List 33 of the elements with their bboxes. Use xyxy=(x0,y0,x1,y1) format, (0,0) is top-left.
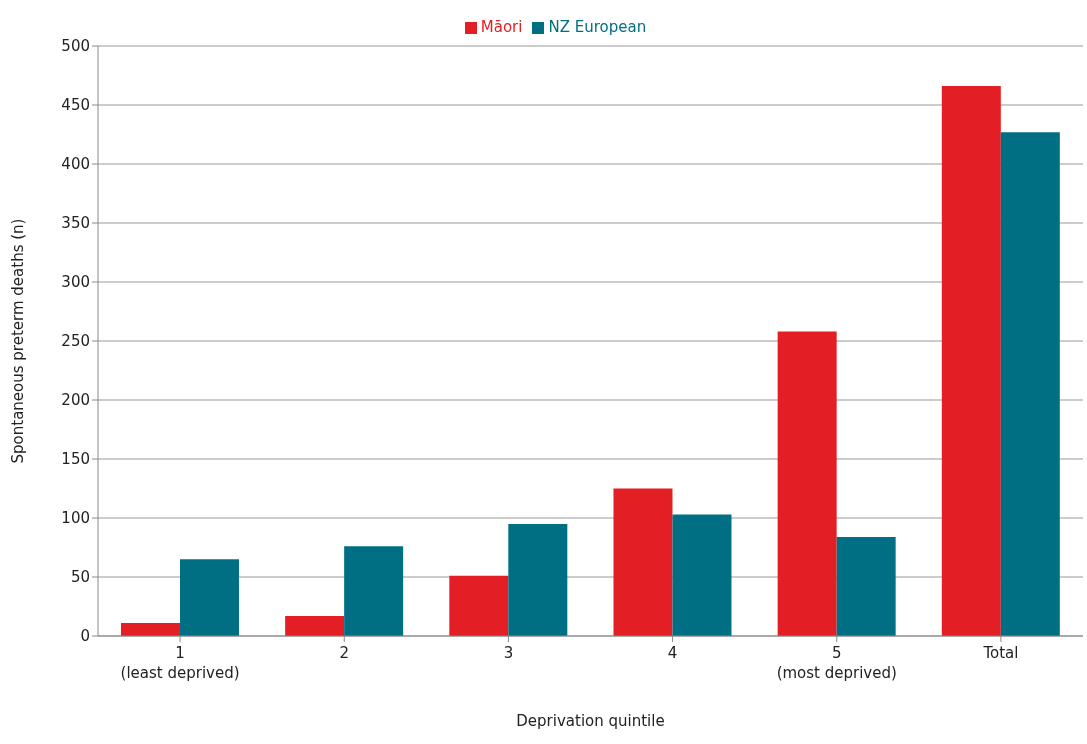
legend-label: NZ European xyxy=(548,18,647,36)
y-tick-label: 300 xyxy=(61,273,90,292)
legend-label: Māori xyxy=(480,18,523,36)
y-tick-label: 150 xyxy=(61,450,90,469)
y-axis-title: Spontaneous preterm deaths (n) xyxy=(9,218,28,464)
y-tick-label: 500 xyxy=(61,37,90,56)
bar xyxy=(449,575,509,636)
y-tick-label: 400 xyxy=(61,155,90,174)
bar xyxy=(777,331,837,636)
y-tick-label: 50 xyxy=(70,568,90,587)
y-tick-label: 450 xyxy=(61,96,90,115)
bar xyxy=(836,536,896,636)
y-tick-label: 0 xyxy=(80,627,90,646)
bar xyxy=(1000,132,1060,636)
bar xyxy=(285,615,345,636)
bar xyxy=(941,86,1001,636)
bar xyxy=(120,623,180,636)
x-tick-label: Total xyxy=(982,644,1019,662)
x-tick-label: 2 xyxy=(339,644,350,662)
bar xyxy=(508,523,568,636)
y-tick-label: 250 xyxy=(61,332,90,351)
x-axis-title: Deprivation quintile xyxy=(516,712,665,730)
x-tick-label: 3 xyxy=(503,644,514,662)
x-tick-label: 4 xyxy=(667,644,678,662)
bar xyxy=(613,488,673,636)
bar xyxy=(672,514,732,636)
y-tick-label: 200 xyxy=(61,391,90,410)
y-tick-label: 100 xyxy=(61,509,90,528)
bar xyxy=(179,559,239,636)
bar xyxy=(344,546,404,636)
x-tick-label: 5 (most deprived) xyxy=(776,644,897,682)
y-tick-label: 350 xyxy=(61,214,90,233)
x-tick-label: 1 (least deprived) xyxy=(120,644,240,682)
